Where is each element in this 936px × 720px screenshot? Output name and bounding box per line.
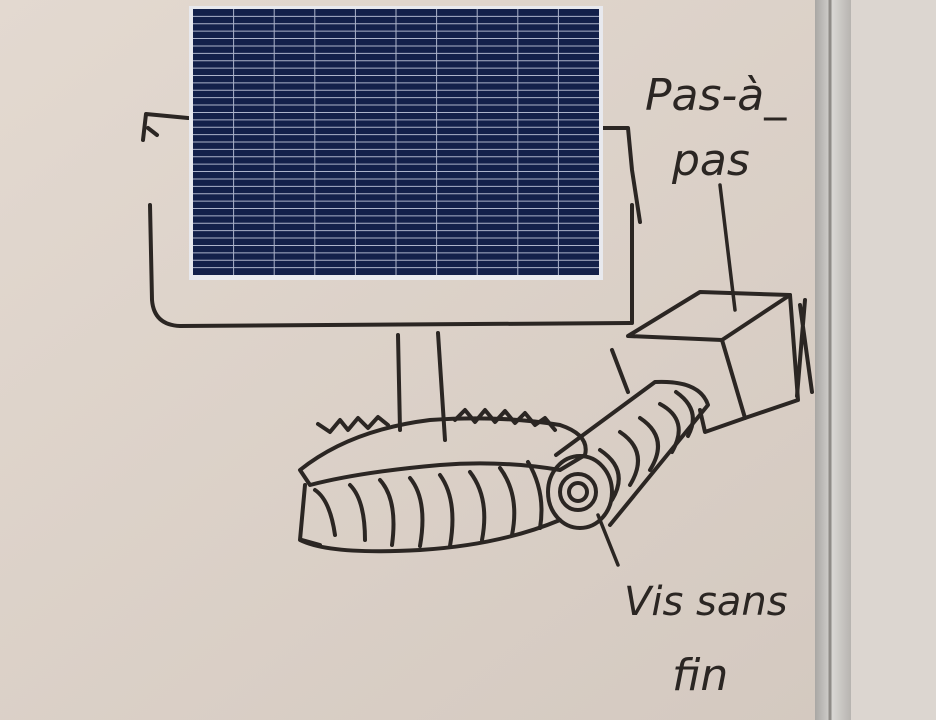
worm-screw-label: Vis sans bbox=[624, 579, 788, 625]
stepper-motor-icon bbox=[626, 290, 814, 434]
solar-panel-icon bbox=[189, 6, 603, 280]
wall-beyond-board bbox=[851, 0, 936, 720]
panel-mount-frame bbox=[141, 112, 642, 442]
worm-screw-label-2: fin bbox=[672, 650, 728, 701]
board-frame bbox=[815, 0, 851, 720]
worm-screw-icon bbox=[546, 348, 710, 530]
stepper-motor-label-2: pas bbox=[671, 135, 750, 186]
worm-gear-icon bbox=[298, 408, 588, 554]
stepper-motor-label: Pas-à_ bbox=[645, 70, 787, 121]
annotation-leaders bbox=[596, 183, 737, 567]
